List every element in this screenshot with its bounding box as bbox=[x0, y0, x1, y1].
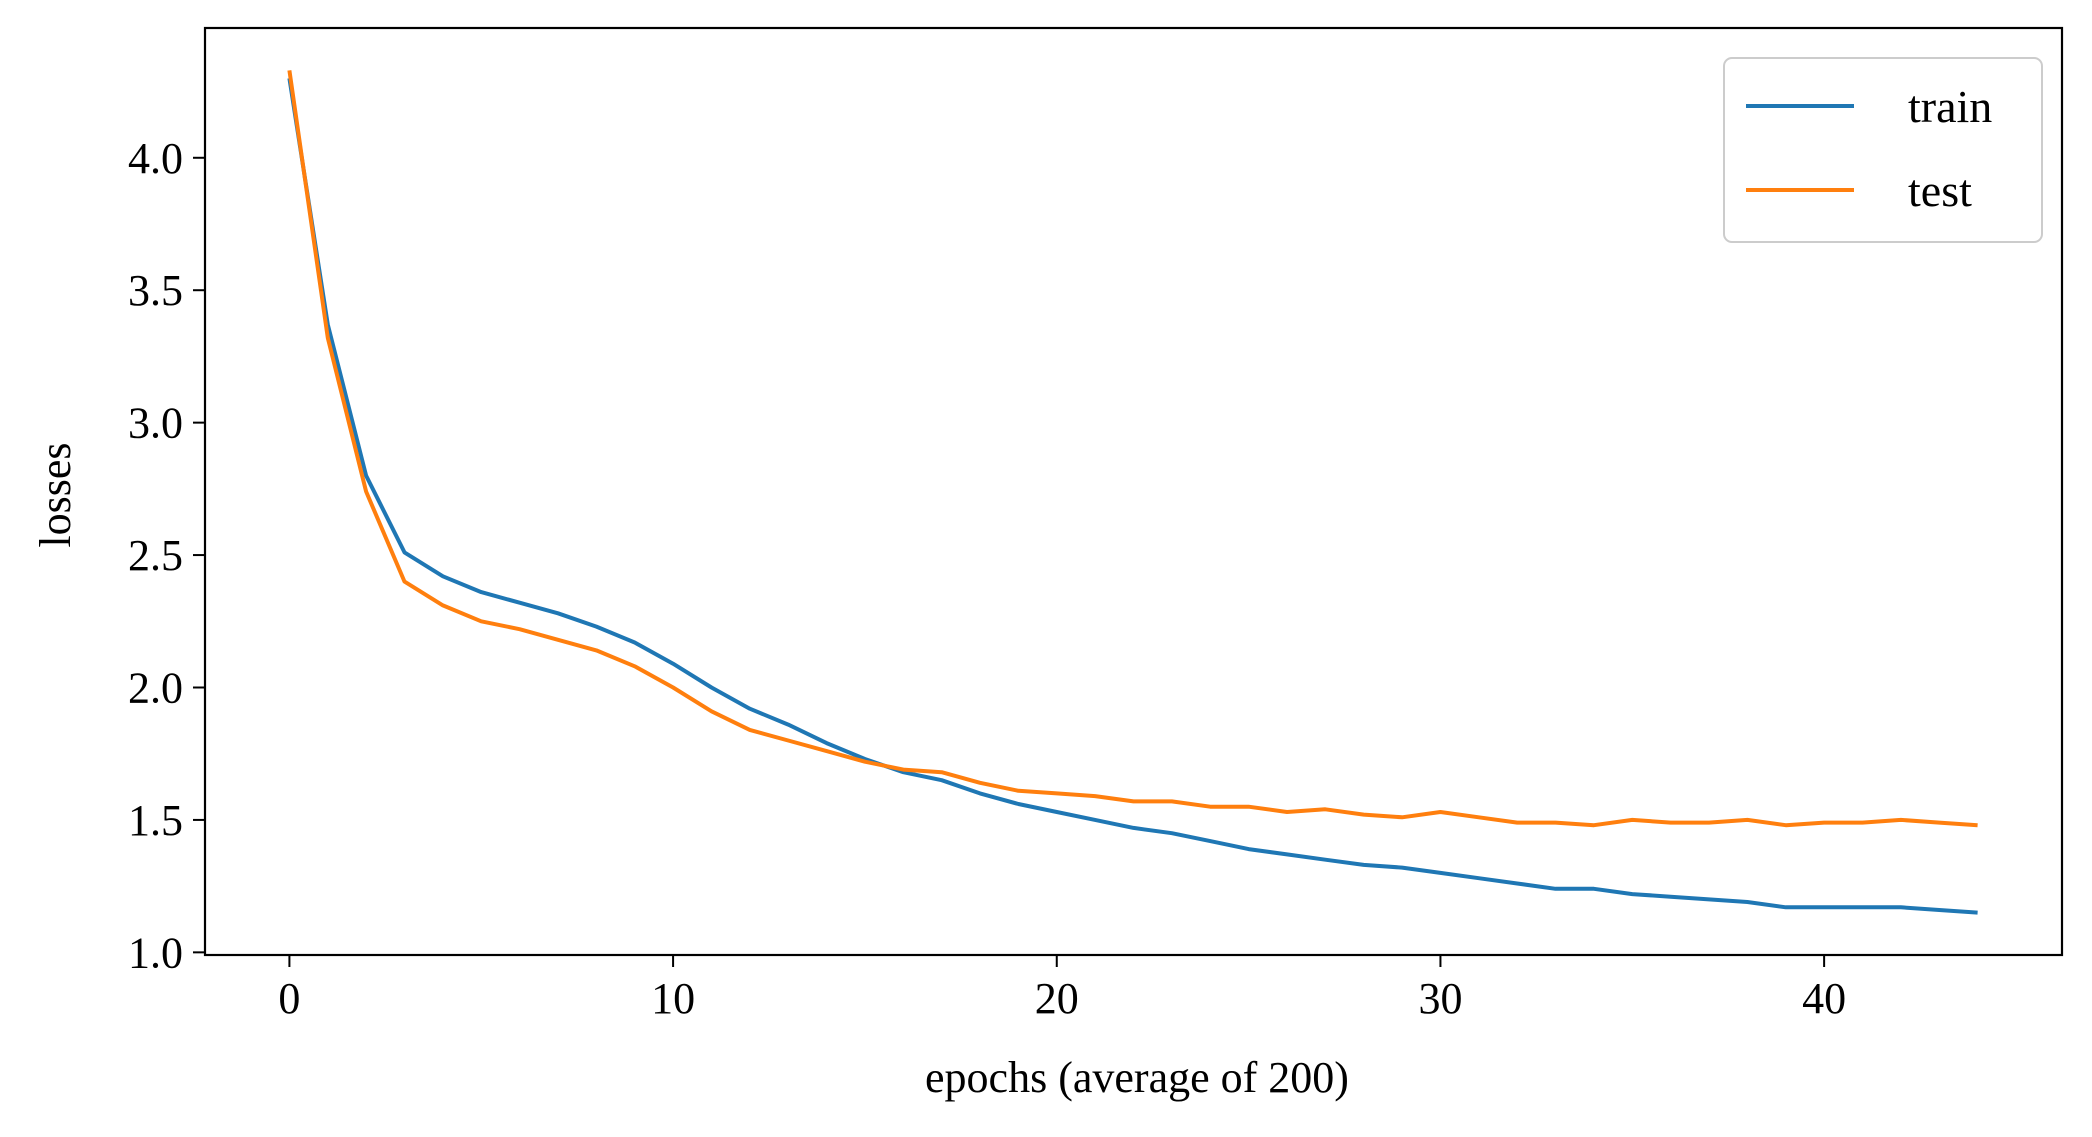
legend-box bbox=[1723, 57, 2043, 243]
y-tick-label: 4.0 bbox=[128, 134, 183, 183]
y-tick-label: 1.0 bbox=[128, 928, 183, 977]
y-tick-label: 2.5 bbox=[128, 531, 183, 580]
legend-label-test: test bbox=[1908, 165, 1972, 216]
legend: train test bbox=[1723, 57, 2043, 243]
legend-label-train: train bbox=[1908, 81, 1992, 132]
y-tick-label: 2.0 bbox=[128, 663, 183, 712]
y-tick-label: 3.0 bbox=[128, 399, 183, 448]
series-line-train bbox=[287, 77, 1978, 915]
y-axis-title: losses bbox=[31, 442, 80, 547]
y-tick-label: 3.5 bbox=[128, 266, 183, 315]
x-tick-label: 40 bbox=[1802, 974, 1846, 1023]
x-tick-label: 20 bbox=[1035, 974, 1079, 1023]
x-tick-label: 30 bbox=[1418, 974, 1462, 1023]
x-axis-title: epochs (average of 200) bbox=[925, 1053, 1349, 1102]
x-tick-label: 0 bbox=[278, 974, 300, 1023]
plot-area bbox=[203, 26, 2064, 957]
series-line-test bbox=[287, 70, 1978, 828]
y-tick-label: 1.5 bbox=[128, 796, 183, 845]
x-tick-label: 10 bbox=[651, 974, 695, 1023]
plot-frame bbox=[203, 26, 2064, 957]
y-axis: 1.0 1.5 2.0 2.5 3.0 3.5 4.0 bbox=[128, 134, 205, 977]
x-axis: 0 10 20 30 40 bbox=[278, 955, 1846, 1023]
series-layer bbox=[287, 70, 1978, 915]
